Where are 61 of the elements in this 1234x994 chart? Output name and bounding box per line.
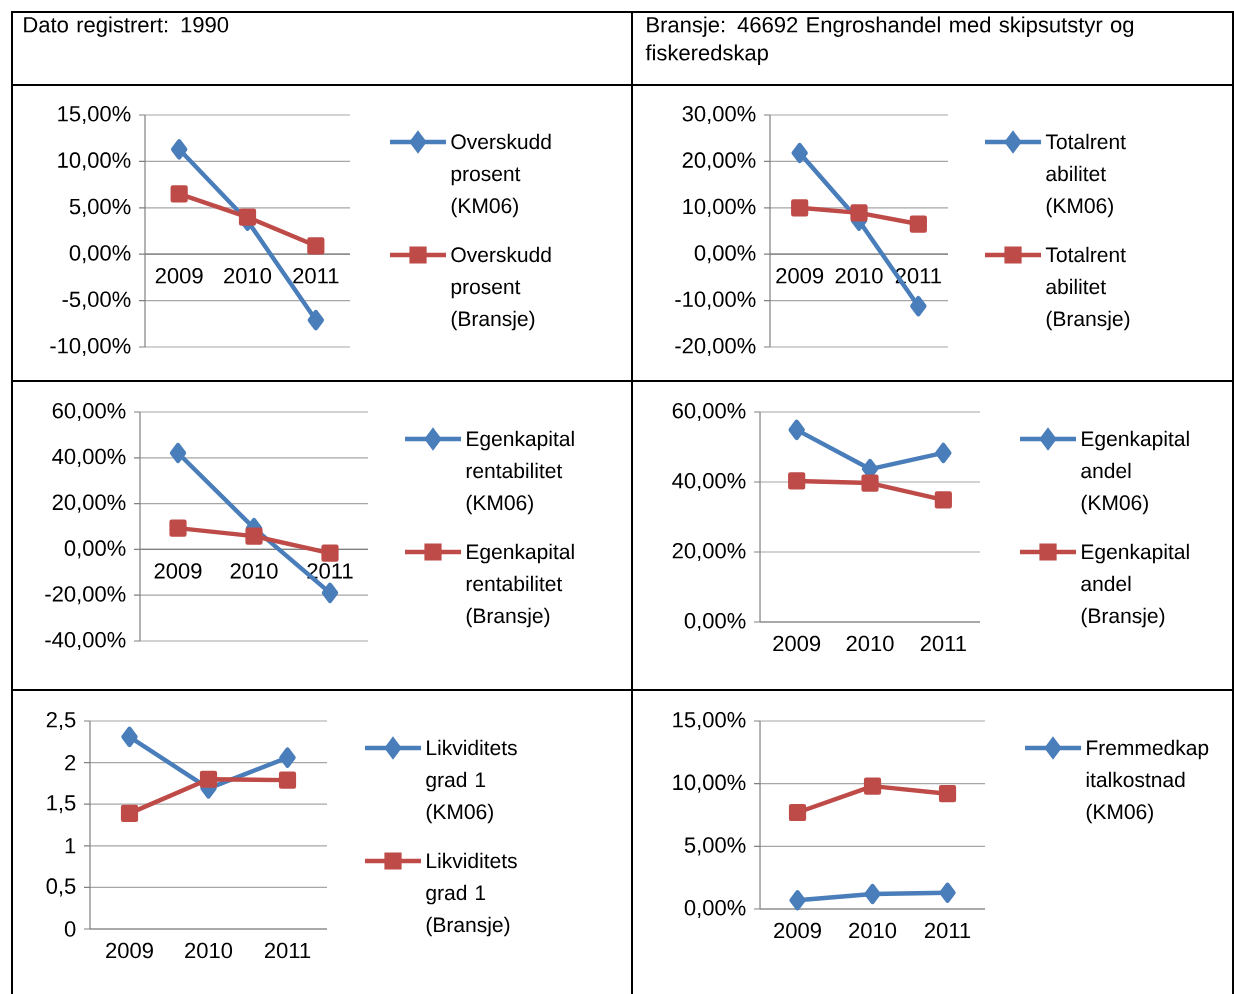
x-tick-label: 2009 [774,922,821,939]
y-tick-label: 5,00% [684,837,746,856]
x-tick-label: 2009 [106,942,153,959]
y-tick-label: 60,00% [52,402,126,422]
y-tick-label: 20,00% [682,152,756,171]
x-tick-label: 2011 [264,942,311,959]
y-tick-label: 2 [65,754,76,771]
x-tick-label: 2010 [849,922,897,939]
y-tick-label: 15,00% [673,711,746,731]
y-tick-label: -20,00% [45,586,126,605]
legend-label: Egenkapital andel (Bransje) [1081,543,1189,628]
y-tick-label: -5,00% [62,291,131,310]
text: Bransje: 46692 Engroshandel med skipsutstyr og fiskeredskap [645,16,1134,65]
y-tick-label: 10,00% [683,198,756,217]
x-tick-label: 2009 [776,267,824,284]
legend-label: Likviditets grad 1 (KM06) [426,739,517,824]
y-tick-label: -20,00% [675,337,756,357]
y-tick-label: -40,00% [45,631,126,651]
x-tick-label: 2009 [155,267,203,284]
text: Dato registrert: 1990 [24,16,229,37]
y-tick-label: 0,00% [694,245,756,264]
y-tick-label: 0,5 [46,878,76,897]
y-tick-label: 20,00% [52,494,126,513]
legend-label: Totalrent abilitet (KM06) [1045,133,1126,218]
legend-label: Egenkapital rentabilitet (KM06) [466,430,574,515]
y-tick-label: 40,00% [672,472,746,492]
legend-label: Totalrent abilitet (Bransje) [1045,246,1130,331]
legend-label: Likviditets grad 1 (Bransje) [426,852,517,937]
x-tick-label: 2010 [846,635,894,652]
legend-label: Fremmedkap italkostnad (KM06) [1086,739,1209,824]
y-tick-label: 1 [65,838,76,854]
y-tick-label: -10,00% [50,337,131,357]
y-tick-label: 60,00% [672,402,746,422]
y-tick-label: 0 [64,921,76,937]
legend-label: Overskudd prosent (Bransje) [451,246,551,331]
x-tick-label: 2010 [835,267,883,284]
y-tick-label: 0,00% [69,245,131,264]
y-tick-label: 0,00% [684,899,746,919]
x-tick-label: 2009 [154,563,202,579]
y-tick-label: 30,00% [682,105,756,125]
x-tick-label: 2010 [224,267,272,284]
x-tick-label: 2011 [293,267,339,284]
x-tick-label: 2010 [185,942,233,959]
x-tick-label: 2011 [920,635,966,652]
legend-label: Egenkapital andel (KM06) [1081,430,1189,515]
legend-label: Overskudd prosent (KM06) [451,133,551,218]
y-tick-label: 2,5 [46,711,76,731]
y-tick-label: 0,00% [684,612,746,632]
y-tick-label: 5,00% [69,198,131,217]
y-tick-label: 10,00% [58,152,131,171]
y-tick-label: 0,00% [64,540,126,559]
x-tick-label: 2010 [230,563,278,579]
x-tick-label: 2011 [924,922,971,939]
x-tick-label: 2009 [773,635,821,652]
y-tick-label: 1,5 [47,795,76,814]
y-tick-label: 15,00% [58,105,131,125]
y-tick-label: 40,00% [52,448,126,467]
legend-label: Egenkapital rentabilitet (Bransje) [466,543,574,628]
y-tick-label: -10,00% [675,291,756,310]
y-tick-label: 20,00% [672,542,746,562]
y-tick-label: 10,00% [673,774,746,793]
